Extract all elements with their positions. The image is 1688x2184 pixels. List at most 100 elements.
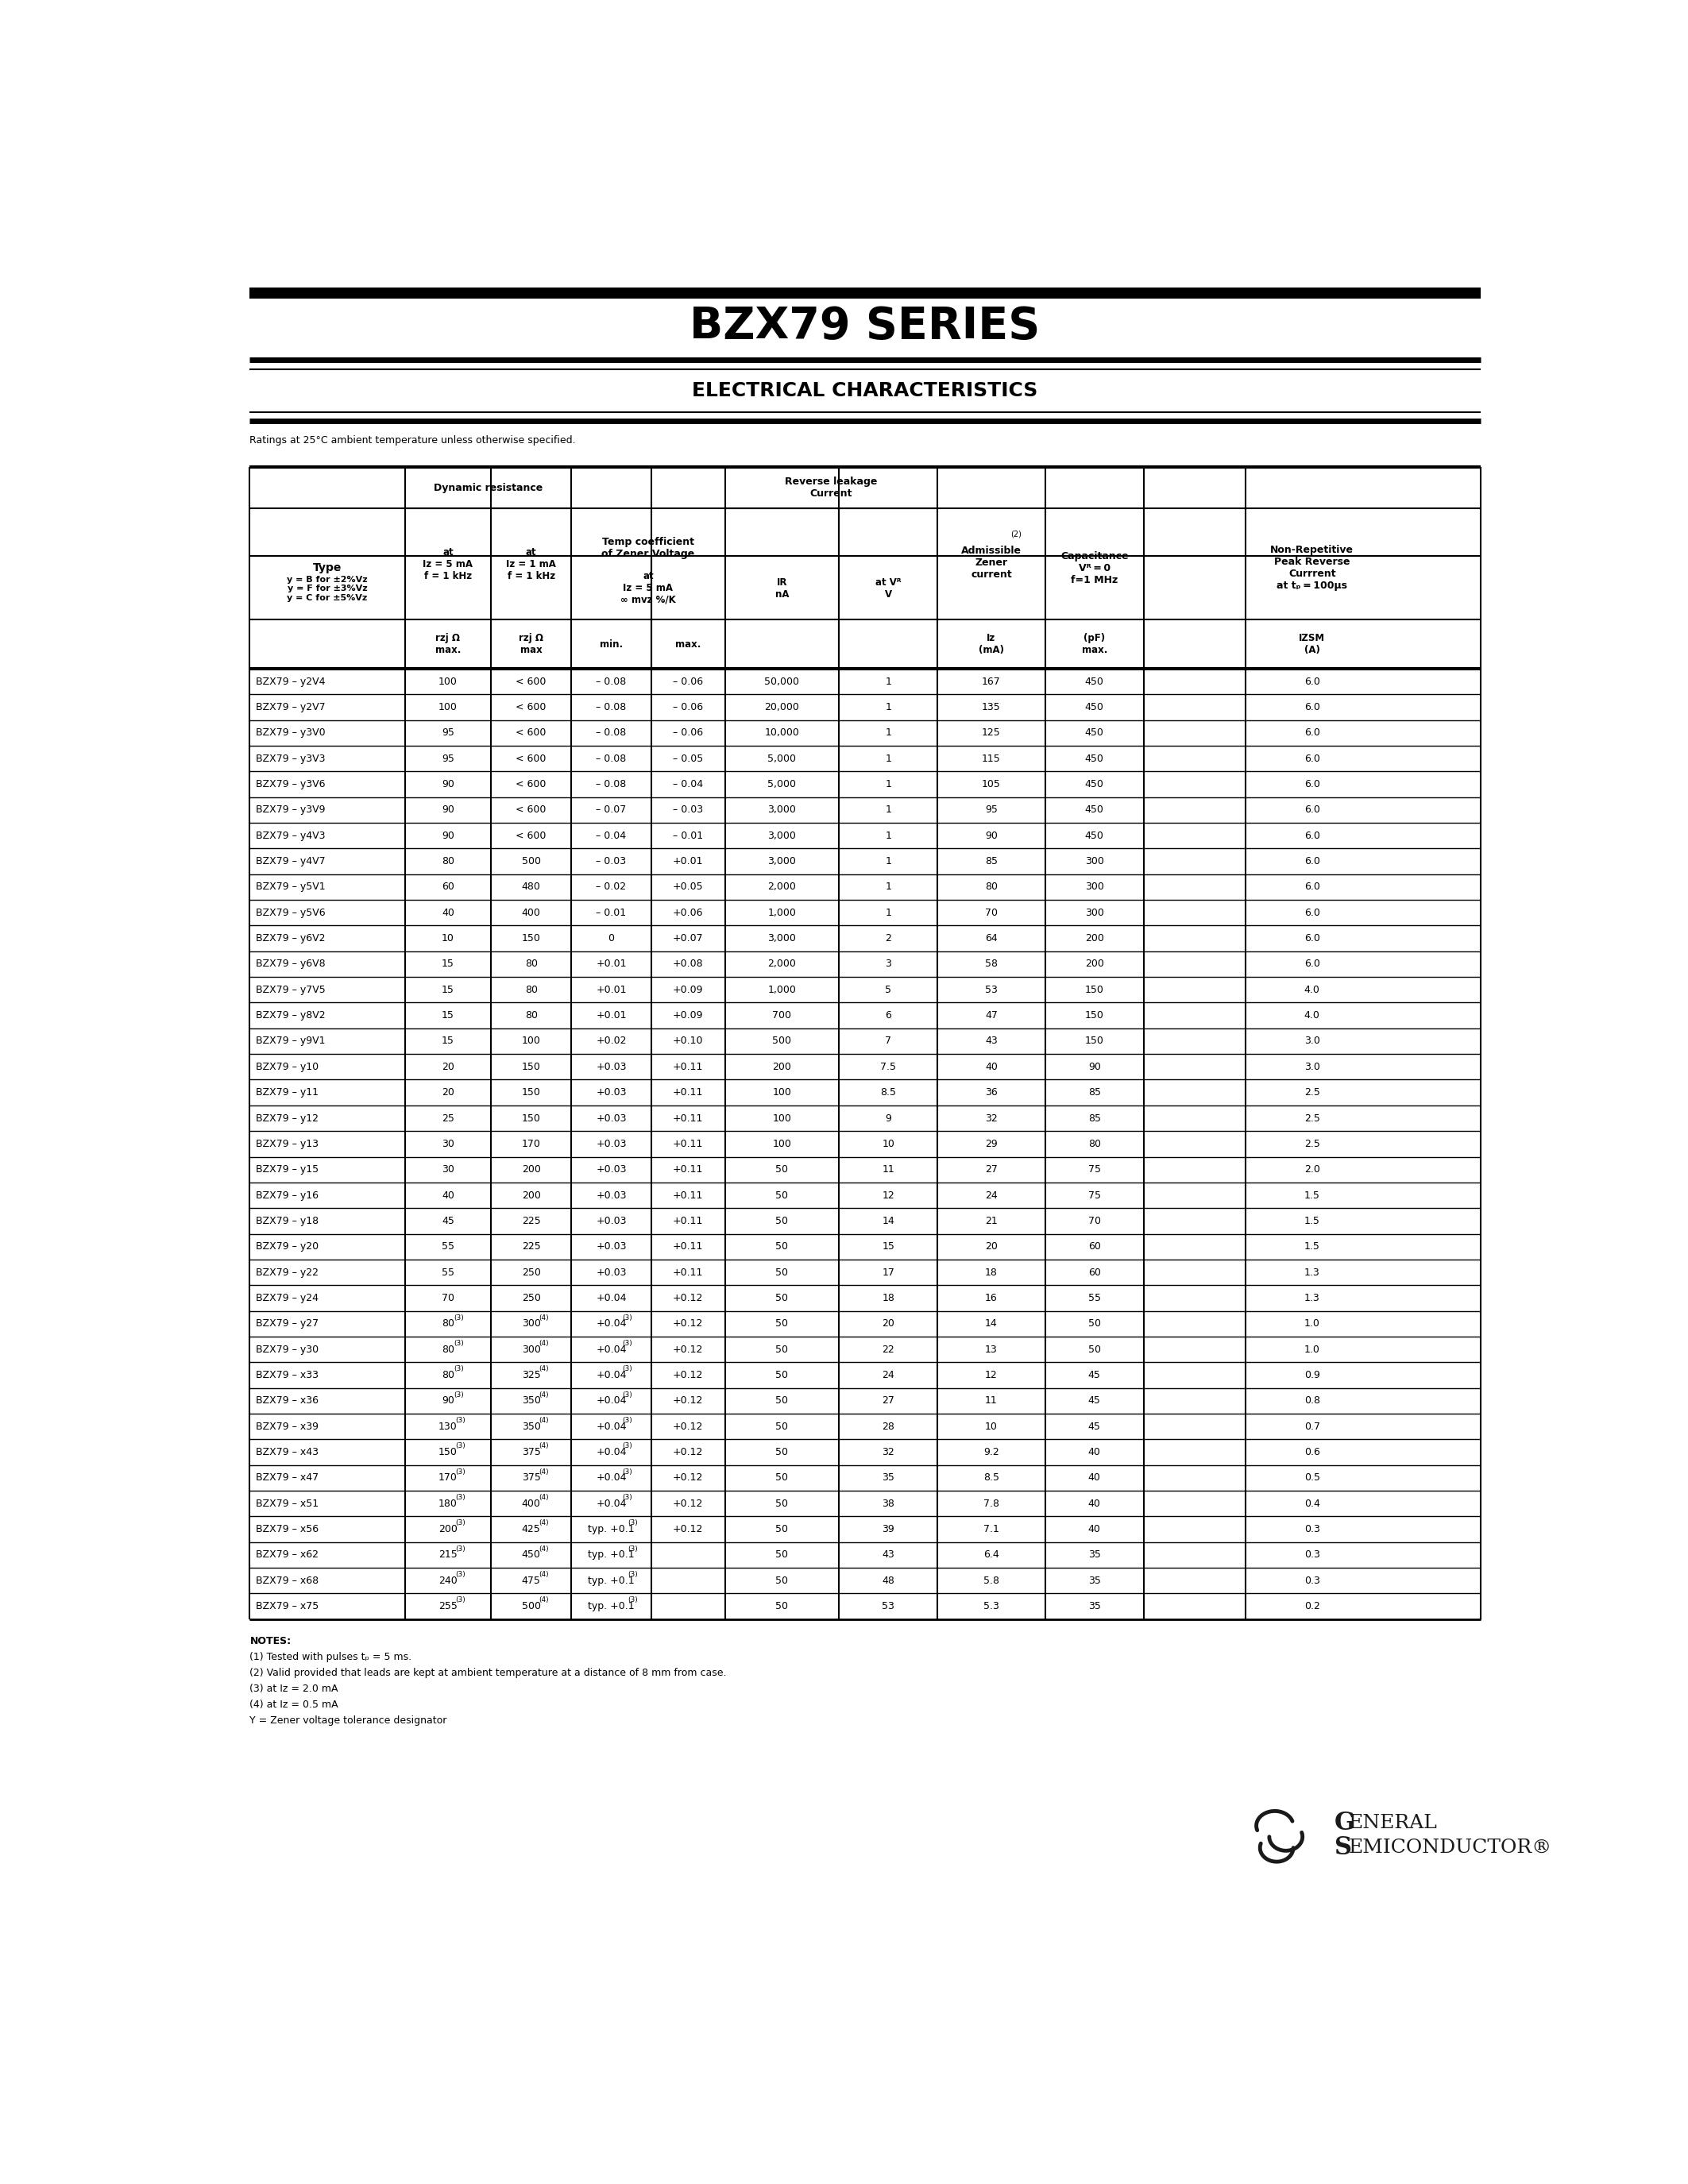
Text: BZX79 – y30: BZX79 – y30: [257, 1343, 319, 1354]
Text: +0.11: +0.11: [674, 1138, 704, 1149]
Text: 475: 475: [522, 1575, 540, 1586]
Text: 4.0: 4.0: [1305, 1011, 1320, 1020]
Text: 35: 35: [1089, 1575, 1101, 1586]
Text: 135: 135: [982, 701, 1001, 712]
Text: – 0.04: – 0.04: [674, 780, 704, 788]
Text: (1) Tested with pulses tₚ = 5 ms.: (1) Tested with pulses tₚ = 5 ms.: [250, 1651, 412, 1662]
Text: < 600: < 600: [517, 677, 547, 686]
Text: < 600: < 600: [517, 806, 547, 815]
Text: BZX79 – x68: BZX79 – x68: [257, 1575, 319, 1586]
Text: 0.7: 0.7: [1305, 1422, 1320, 1431]
Text: +0.05: +0.05: [674, 882, 704, 893]
Text: 13: 13: [986, 1343, 998, 1354]
Text: Admissible
Zener
current: Admissible Zener current: [960, 546, 1021, 581]
Text: 1: 1: [885, 909, 891, 917]
Text: 450: 450: [1085, 677, 1104, 686]
Text: (3): (3): [456, 1570, 466, 1579]
Text: 10: 10: [986, 1422, 998, 1431]
Text: 6.0: 6.0: [1305, 959, 1320, 970]
Text: 6.0: 6.0: [1305, 780, 1320, 788]
Text: BZX79 – y13: BZX79 – y13: [257, 1138, 319, 1149]
Text: +0.01: +0.01: [596, 985, 626, 996]
Text: 150: 150: [1085, 1011, 1104, 1020]
Text: IZSM
(A): IZSM (A): [1298, 633, 1325, 655]
Text: 1.0: 1.0: [1305, 1343, 1320, 1354]
Text: +0.03: +0.03: [596, 1061, 626, 1072]
Text: (3): (3): [456, 1520, 466, 1527]
Text: 32: 32: [881, 1448, 895, 1457]
Text: y = B for ±2%Vz
y = F for ±3%Vz
y = C for ±5%Vz: y = B for ±2%Vz y = F for ±3%Vz y = C fo…: [287, 574, 368, 603]
Text: 35: 35: [1089, 1551, 1101, 1559]
Text: BZX79 – x47: BZX79 – x47: [257, 1472, 319, 1483]
Text: 50: 50: [776, 1575, 788, 1586]
Text: (3): (3): [456, 1441, 466, 1450]
Text: 50: 50: [776, 1369, 788, 1380]
Text: (3): (3): [628, 1570, 638, 1579]
Text: at
Iz = 5 mA
f = 1 kHz: at Iz = 5 mA f = 1 kHz: [424, 548, 473, 581]
Text: 10: 10: [442, 933, 454, 943]
Text: 15: 15: [442, 959, 454, 970]
Text: max.: max.: [675, 640, 701, 649]
Text: 2.0: 2.0: [1305, 1164, 1320, 1175]
Text: +0.04: +0.04: [596, 1319, 626, 1328]
Text: 200: 200: [773, 1061, 792, 1072]
Text: 1.5: 1.5: [1305, 1190, 1320, 1201]
Text: IR
nA: IR nA: [775, 577, 788, 601]
Text: Ratings at 25°C ambient temperature unless otherwise specified.: Ratings at 25°C ambient temperature unle…: [250, 435, 576, 446]
Text: 0.2: 0.2: [1305, 1601, 1320, 1612]
Text: 24: 24: [986, 1190, 998, 1201]
Text: 0.3: 0.3: [1305, 1551, 1320, 1559]
Text: 2.5: 2.5: [1305, 1114, 1320, 1123]
Text: – 0.01: – 0.01: [596, 909, 626, 917]
Text: (4): (4): [538, 1441, 549, 1450]
Text: +0.12: +0.12: [674, 1472, 704, 1483]
Text: 150: 150: [522, 1114, 540, 1123]
Text: 20: 20: [881, 1319, 895, 1328]
Text: 12: 12: [881, 1190, 895, 1201]
Text: 1,000: 1,000: [768, 909, 797, 917]
Text: 6.0: 6.0: [1305, 806, 1320, 815]
Text: 50: 50: [776, 1190, 788, 1201]
Text: +0.04: +0.04: [596, 1293, 626, 1304]
Text: – 0.08: – 0.08: [596, 780, 626, 788]
Text: 45: 45: [1089, 1422, 1101, 1431]
Text: 1.5: 1.5: [1305, 1216, 1320, 1225]
Text: 50: 50: [776, 1551, 788, 1559]
Text: 350: 350: [522, 1422, 540, 1431]
Text: BZX79 – y16: BZX79 – y16: [257, 1190, 319, 1201]
Text: 450: 450: [1085, 753, 1104, 764]
Text: – 0.06: – 0.06: [674, 727, 704, 738]
Text: BZX79 – x33: BZX79 – x33: [257, 1369, 319, 1380]
Text: (3) at Iz = 2.0 mA: (3) at Iz = 2.0 mA: [250, 1684, 338, 1695]
Text: 50: 50: [776, 1164, 788, 1175]
Text: Type: Type: [312, 561, 341, 574]
Text: Reverse leakage
Current: Reverse leakage Current: [785, 476, 878, 498]
Text: 50: 50: [1089, 1343, 1101, 1354]
Text: BZX79 – y3V3: BZX79 – y3V3: [257, 753, 326, 764]
Text: 300: 300: [1085, 856, 1104, 867]
Text: 64: 64: [986, 933, 998, 943]
Text: 50: 50: [1089, 1319, 1101, 1328]
Text: 20: 20: [986, 1241, 998, 1251]
Text: 2.5: 2.5: [1305, 1088, 1320, 1099]
Text: – 0.08: – 0.08: [596, 701, 626, 712]
Text: BZX79 – y15: BZX79 – y15: [257, 1164, 319, 1175]
Text: 500: 500: [773, 1035, 792, 1046]
Text: 85: 85: [1089, 1088, 1101, 1099]
Text: 18: 18: [986, 1267, 998, 1278]
Text: BZX79 – y9V1: BZX79 – y9V1: [257, 1035, 326, 1046]
Text: 5.8: 5.8: [984, 1575, 999, 1586]
Text: 6.0: 6.0: [1305, 727, 1320, 738]
Text: 55: 55: [442, 1267, 454, 1278]
Text: BZX79 – y2V7: BZX79 – y2V7: [257, 701, 326, 712]
Text: 400: 400: [522, 1498, 540, 1509]
Text: +0.12: +0.12: [674, 1343, 704, 1354]
Text: +0.08: +0.08: [674, 959, 704, 970]
Text: Temp coefficient
of Zener Voltage: Temp coefficient of Zener Voltage: [601, 537, 695, 559]
Text: 170: 170: [439, 1472, 457, 1483]
Text: – 0.04: – 0.04: [596, 830, 626, 841]
Text: 21: 21: [986, 1216, 998, 1225]
Text: (4): (4): [538, 1494, 549, 1500]
Text: +0.11: +0.11: [674, 1088, 704, 1099]
Text: – 0.06: – 0.06: [674, 701, 704, 712]
